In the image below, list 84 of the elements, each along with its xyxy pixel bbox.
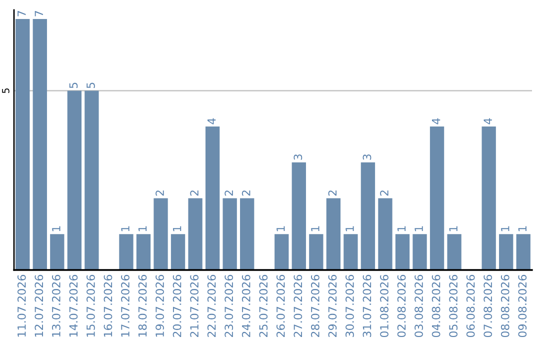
data-label: 1 [518, 226, 526, 232]
x-tick-label: 16.07.2026 [104, 274, 112, 337]
data-label: 3 [294, 154, 302, 160]
data-label: 1 [52, 226, 60, 232]
data-label: 2 [242, 190, 250, 196]
bar [136, 234, 151, 270]
data-label: 4 [484, 118, 492, 124]
x-tick-label: 11.07.2026 [17, 274, 26, 337]
data-label: 2 [380, 190, 388, 196]
x-tick-label: 22.07.2026 [207, 274, 216, 337]
data-label: 1 [449, 226, 458, 232]
x-tick-label: 30.07.2026 [346, 274, 354, 337]
bar [482, 126, 496, 270]
x-tick-label: 05.08.2026 [449, 274, 458, 338]
x-tick-label: 01.08.2026 [380, 274, 388, 338]
data-label: 1 [414, 226, 423, 232]
bar [32, 18, 47, 270]
x-tick-label: 24.07.2026 [242, 274, 250, 337]
bar [309, 234, 324, 270]
bar [292, 162, 306, 270]
x-tick-label: 12.07.2026 [34, 274, 44, 337]
x-tick-label: 04.08.2026 [432, 274, 440, 338]
bar [274, 234, 289, 270]
bar [188, 198, 202, 270]
data-label: 1 [311, 226, 320, 232]
data-label: 7 [34, 11, 43, 16]
x-tick-label: 03.08.2026 [414, 274, 423, 338]
x-tick-label: 23.07.2026 [224, 274, 234, 337]
data-label: 1 [276, 226, 285, 232]
data-label: 3 [362, 154, 372, 160]
x-tick-label: 27.07.2026 [294, 274, 302, 337]
x-tick-label: 29.07.2026 [328, 274, 337, 337]
data-label: 1 [173, 226, 182, 232]
x-tick-label: 25.07.2026 [259, 274, 268, 337]
bar [154, 198, 168, 270]
bar [240, 198, 254, 270]
data-label: 2 [328, 190, 336, 196]
x-tick-label: 07.08.2026 [484, 274, 492, 338]
bar [360, 162, 376, 270]
x-tick-label: 26.07.2026 [276, 274, 285, 337]
bar [119, 234, 134, 270]
bar [344, 234, 358, 270]
bar [499, 234, 514, 270]
data-label: 7 [18, 11, 26, 16]
data-label: 2 [190, 190, 198, 196]
data-label: 1 [121, 226, 130, 232]
bar [67, 90, 82, 270]
x-tick-label: 20.07.2026 [172, 274, 182, 337]
x-tick-label: 31.07.2026 [362, 274, 372, 337]
x-tick-label: 17.07.2026 [121, 274, 130, 337]
x-tick-label: 21.07.2026 [190, 274, 199, 337]
data-label: 2 [224, 190, 233, 196]
x-tick-label: 28.07.2026 [310, 274, 320, 337]
bar [326, 198, 341, 270]
bar [412, 234, 427, 270]
bar [222, 198, 237, 270]
x-tick-label: 18.07.2026 [138, 274, 147, 337]
x-tick-label: 13.07.2026 [52, 274, 60, 337]
x-tick-label: 09.08.2026 [518, 274, 527, 338]
bar [16, 18, 30, 270]
data-label: 5 [69, 82, 78, 88]
bar [516, 234, 530, 270]
data-label: 1 [138, 226, 147, 232]
bar [205, 126, 220, 270]
bar [447, 234, 462, 270]
data-label: 1 [397, 226, 406, 232]
x-tick-label: 14.07.2026 [69, 274, 78, 337]
data-label: 4 [208, 118, 216, 124]
bar [378, 198, 392, 270]
x-tick-label: 06.08.2026 [466, 274, 475, 338]
x-tick-label: 08.08.2026 [500, 274, 510, 338]
bar [84, 90, 99, 270]
data-label: 1 [501, 226, 510, 232]
data-label: 4 [432, 118, 440, 124]
data-label: 1 [346, 226, 354, 232]
x-tick-label: 02.08.2026 [397, 274, 406, 338]
bar [50, 234, 64, 270]
bar [430, 126, 444, 270]
data-label: 2 [156, 190, 164, 196]
bar [395, 234, 410, 270]
x-tick-label: 15.07.2026 [86, 274, 95, 337]
data-label: 5 [86, 82, 95, 88]
x-tick-label: 19.07.2026 [156, 274, 164, 337]
bar [170, 234, 186, 270]
